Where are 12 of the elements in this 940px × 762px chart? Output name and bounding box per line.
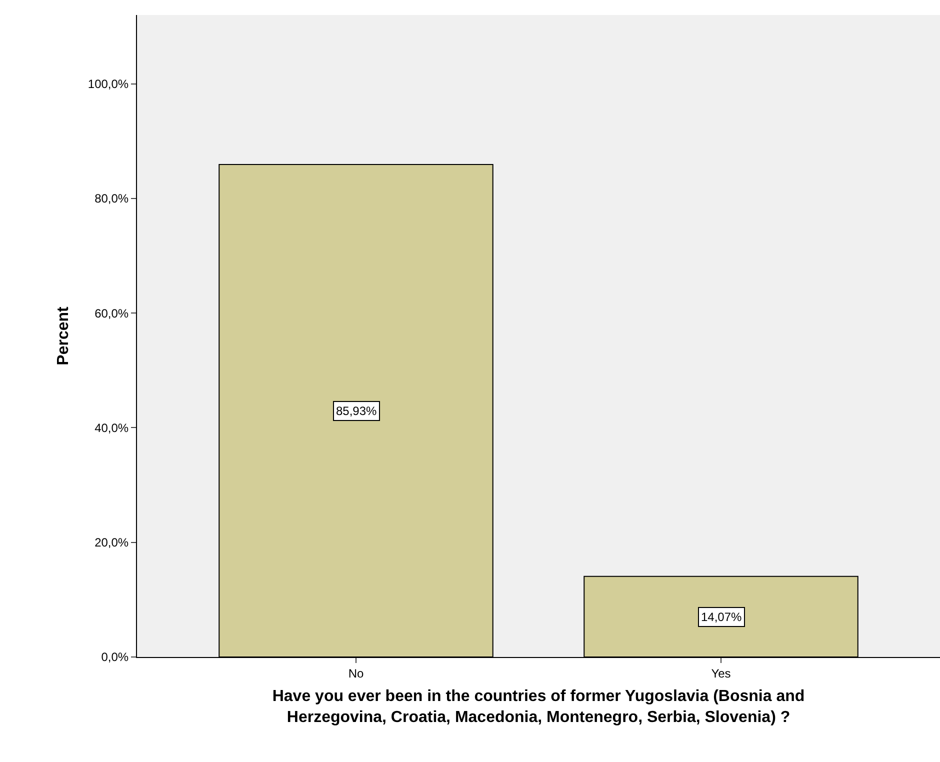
data-label: 14,07% [701, 610, 742, 624]
y-tick-label: 20,0% [94, 536, 129, 550]
data-label: 85,93% [336, 404, 378, 418]
y-tick-label: 60,0% [94, 306, 129, 320]
y-tick-label: 0,0% [101, 650, 129, 664]
x-tick-label: Yes [711, 666, 731, 680]
y-tick-label: 80,0% [94, 192, 129, 206]
y-tick-label: 100,0% [88, 76, 129, 91]
x-tick-label: No [348, 666, 364, 680]
y-tick-label: 40,0% [94, 420, 129, 435]
x-axis-title: Have you ever been in the countries of former Yugoslavia (Bosnia and Herzegovina, Croatia, Macedonia, Montenegro, Serbia, Slovenia) ? [272, 688, 805, 726]
y-axis-title: Percent [54, 306, 72, 366]
